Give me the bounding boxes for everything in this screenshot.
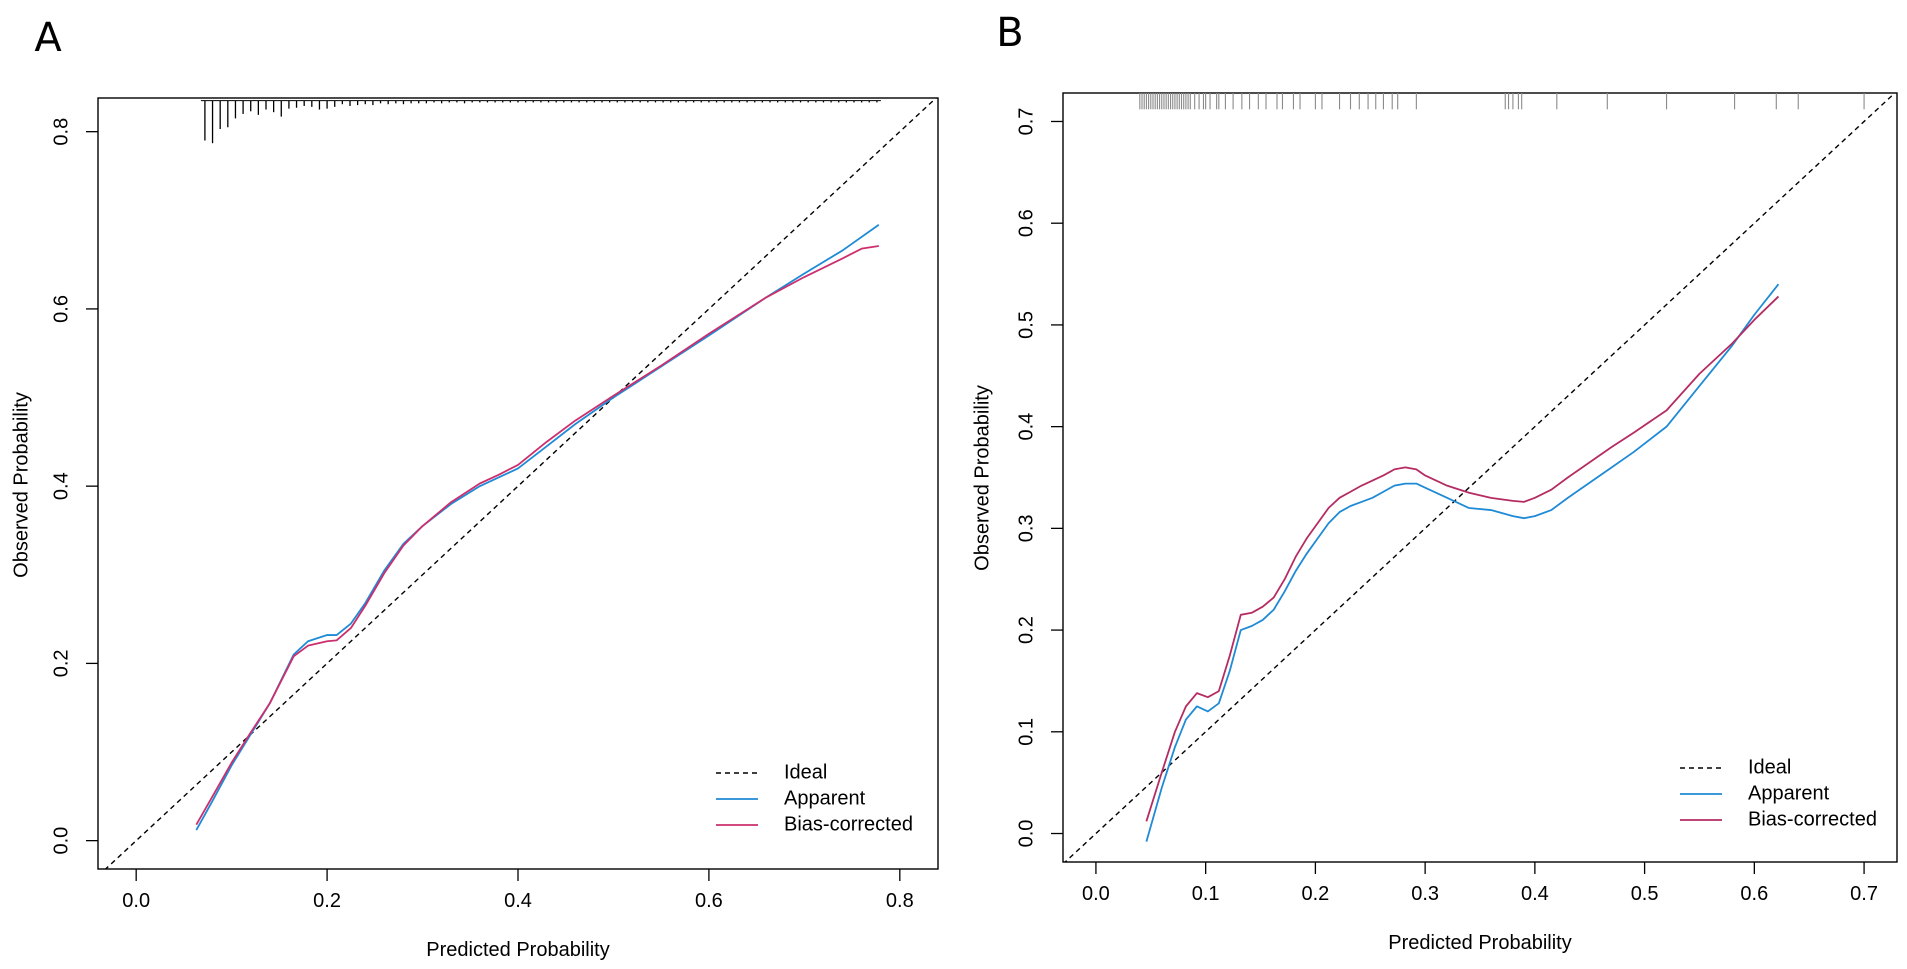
panel-b-x-tick-label: 0.4 — [1521, 883, 1549, 905]
panel-a-legend-label-apparent: Apparent — [784, 787, 866, 809]
panel-b-x-tick-label: 0.6 — [1740, 883, 1768, 905]
panel-a-y-tick-label: 0.4 — [50, 472, 72, 500]
panel-b-y-tick-label: 0.7 — [1015, 108, 1037, 136]
panel-b-y-tick-label: 0.1 — [1015, 718, 1037, 746]
panel-b-y-tick-label: 0.2 — [1015, 616, 1037, 644]
panel-b-legend: Ideal Apparent Bias-corrected — [1680, 756, 1877, 830]
panel-a-series-group — [104, 98, 938, 869]
panel-b-series-apparent — [1145, 283, 1780, 842]
panel-b-x-axis-title: Predicted Probability — [1388, 932, 1571, 954]
panel-a-x-tick-label: 0.2 — [313, 890, 341, 912]
panel-b-y-tick-label: 0.0 — [1015, 820, 1037, 848]
panel-b-x-tick-label: 0.7 — [1850, 883, 1878, 905]
panel-b-legend-label-apparent: Apparent — [1748, 782, 1830, 804]
panel-b: B 0.0 0.1 0.2 0.3 0.4 0.5 0.6 0.7 0.0 0.1 0.2 0.3 0.4… — [971, 10, 1898, 954]
panel-a-legend-label-bias-corrected: Bias-corrected — [784, 813, 913, 835]
panel-a-y-tick-label: 0.0 — [50, 827, 72, 855]
panel-b-plot-frame — [1062, 92, 1898, 863]
panel-a-x-tick-label: 0.8 — [886, 890, 914, 912]
panel-b-y-tick-label: 0.6 — [1015, 209, 1037, 237]
panel-b-y-tick-label: 0.5 — [1015, 311, 1037, 339]
panel-b-legend-label-ideal: Ideal — [1748, 756, 1791, 778]
panel-b-label: B — [996, 10, 1023, 56]
panel-b-series-group — [1064, 93, 1896, 862]
panel-a-series-ideal — [104, 98, 938, 869]
panel-a-y-tick-label: 0.6 — [50, 295, 72, 323]
panel-b-x-tick-label: 0.0 — [1082, 883, 1110, 905]
panel-a-x-axis-title: Predicted Probability — [426, 939, 609, 961]
panel-a-label: A — [34, 15, 62, 61]
panel-b-x-tick-label: 0.3 — [1411, 883, 1439, 905]
panel-a-x-tick-label: 0.0 — [122, 890, 150, 912]
panel-a-legend: Ideal Apparent Bias-corrected — [716, 761, 913, 835]
panel-a-y-axis-title: Observed Probability — [10, 392, 32, 578]
panel-b-y-tick-label: 0.4 — [1015, 413, 1037, 441]
panel-a-x-tick-label: 0.4 — [504, 890, 532, 912]
panel-a-series-bias-corrected — [195, 245, 879, 826]
panel-a-y-tick-label: 0.8 — [50, 118, 72, 146]
panel-a: A 0.0 0.2 0.4 0.6 0.8 0.0 0.2 0.4 0.6 0.8 Predicted… — [10, 15, 939, 961]
panel-b-y-tick-label: 0.3 — [1015, 514, 1037, 542]
panel-b-y-axis-title: Observed Probability — [971, 385, 993, 571]
panel-b-x-tick-label: 0.1 — [1192, 883, 1220, 905]
panel-b-legend-label-bias-corrected: Bias-corrected — [1748, 808, 1877, 830]
panel-b-series-bias-corrected — [1145, 295, 1780, 822]
panel-a-x-tick-label: 0.6 — [695, 890, 723, 912]
panel-b-x-tick-label: 0.2 — [1301, 883, 1329, 905]
panel-a-y-tick-label: 0.2 — [50, 649, 72, 677]
panel-a-legend-label-ideal: Ideal — [784, 761, 827, 783]
panel-b-series-ideal — [1064, 93, 1896, 862]
panel-b-x-tick-label: 0.5 — [1631, 883, 1659, 905]
